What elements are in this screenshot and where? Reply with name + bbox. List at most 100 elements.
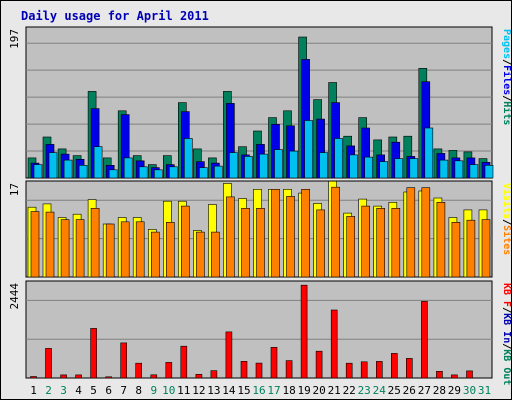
bar-sites-day-22 (346, 216, 356, 278)
bar-kb-f-day-6 (105, 376, 112, 379)
bar-kb-f-day-4 (75, 374, 82, 379)
x-tick-label-day-28: 28 (433, 384, 446, 397)
bar-sites-day-3 (60, 219, 70, 278)
bar-kb-f-day-29 (451, 374, 458, 379)
panel-bottom-max-label: 2444 (8, 283, 21, 310)
x-tick-label-day-22: 22 (343, 384, 356, 397)
bar-kb-f-day-27 (421, 301, 428, 379)
bar-pages-day-31 (484, 165, 494, 179)
bar-kb-f-day-18 (285, 360, 293, 379)
bar-kb-f-day-22 (345, 362, 353, 379)
bar-kb-f-day-13 (210, 370, 218, 379)
x-tick-label-day-12: 12 (192, 384, 205, 397)
bar-pages-day-21 (334, 138, 343, 179)
x-tick-label-day-4: 4 (75, 384, 82, 397)
x-tick-label-day-21: 21 (328, 384, 341, 397)
x-tick-label-day-24: 24 (373, 384, 387, 397)
x-tick-label-day-26: 26 (403, 384, 416, 397)
bar-kb-f-day-25 (390, 353, 398, 379)
bar-sites-day-23 (361, 205, 371, 278)
legend-entry: Pages (501, 29, 512, 59)
bar-kb-f-day-16 (255, 362, 263, 379)
bar-pages-day-12 (199, 167, 208, 179)
bar-pages-day-1 (33, 164, 43, 179)
bar-kb-f-day-23 (360, 361, 368, 379)
bar-sites-day-21 (331, 186, 340, 278)
x-tick-label-day-17: 17 (267, 384, 280, 397)
bar-sites-day-31 (481, 219, 491, 278)
bar-pages-day-20 (319, 152, 328, 179)
bar-kb-f-day-9 (150, 374, 158, 379)
bar-sites-day-19 (301, 189, 310, 278)
legend-entry: Sites (501, 225, 512, 255)
bar-sites-day-4 (75, 219, 85, 278)
bar-sites-day-18 (286, 196, 295, 278)
bar-pages-day-24 (379, 161, 389, 179)
bar-kb-f-day-2 (45, 348, 52, 379)
legend-entry: / (501, 343, 512, 349)
x-tick-label-day-3: 3 (60, 384, 67, 397)
bar-pages-day-29 (454, 160, 464, 179)
bar-sites-day-10 (166, 222, 175, 278)
bar-kb-f-day-5 (90, 328, 97, 379)
x-tick-label-day-23: 23 (358, 384, 371, 397)
x-tick-label-day-6: 6 (105, 384, 112, 397)
bar-pages-day-3 (63, 159, 73, 179)
x-tick-label-day-15: 15 (237, 384, 250, 397)
bar-kb-f-day-17 (270, 346, 278, 379)
legend-entry: Visits (501, 183, 512, 219)
bar-kb-f-day-15 (240, 360, 248, 379)
panel-top-legend: Pages/Files/Hits (501, 29, 512, 125)
bar-kb-f-day-7 (120, 342, 127, 379)
bar-sites-day-28 (436, 202, 446, 278)
x-tick-label-day-31: 31 (478, 384, 491, 397)
bar-kb-f-day-20 (315, 350, 323, 379)
x-tick-label-day-10: 10 (162, 384, 175, 397)
bar-sites-day-16 (256, 208, 265, 278)
bar-kb-f-day-26 (405, 358, 413, 379)
legend-entry: Files (501, 65, 512, 95)
x-tick-label-day-30: 30 (463, 384, 476, 397)
bar-sites-day-27 (421, 187, 431, 278)
bar-pages-day-30 (469, 164, 479, 179)
bar-pages-day-25 (394, 158, 404, 179)
bar-sites-day-25 (391, 208, 401, 278)
panel-bottom-legend: KB F/KB In/KB Out (501, 283, 512, 385)
bar-pages-day-17 (274, 149, 283, 179)
bar-kb-f-day-8 (135, 362, 142, 379)
panel-middle-legend: Visits/Sites (501, 183, 512, 255)
bar-pages-day-7 (123, 157, 133, 179)
x-tick-label-day-16: 16 (252, 384, 265, 397)
bar-sites-day-13 (211, 231, 220, 278)
x-tick-label-day-13: 13 (207, 384, 220, 397)
bar-pages-day-11 (184, 138, 193, 179)
bar-sites-day-6 (105, 223, 115, 278)
bar-pages-day-5 (93, 146, 103, 179)
bar-sites-day-2 (45, 211, 55, 278)
bar-sites-day-11 (181, 205, 190, 278)
bar-pages-day-13 (214, 165, 223, 179)
bar-kb-f-day-3 (60, 374, 67, 379)
bar-pages-day-19 (304, 120, 313, 179)
bar-sites-day-8 (135, 221, 145, 278)
bar-kb-f-day-14 (225, 331, 233, 379)
x-tick-label-day-14: 14 (222, 384, 236, 397)
bar-pages-day-6 (108, 169, 118, 179)
bar-sites-day-30 (466, 219, 476, 278)
bar-sites-day-29 (451, 222, 461, 278)
bar-pages-day-14 (229, 152, 238, 179)
x-tick-label-day-8: 8 (135, 384, 142, 397)
bar-kb-f-day-12 (195, 373, 203, 379)
bar-pages-day-22 (349, 154, 359, 179)
legend-entry: KB In (501, 313, 512, 343)
bar-kb-f-day-11 (180, 345, 188, 379)
bar-sites-day-7 (120, 221, 130, 278)
bar-pages-day-9 (154, 169, 163, 179)
bar-sites-day-20 (316, 209, 325, 278)
bar-pages-day-26 (409, 158, 419, 179)
bar-sites-day-5 (90, 208, 100, 278)
bar-pages-day-16 (259, 153, 268, 179)
bar-pages-day-15 (244, 156, 253, 179)
bar-kb-f-day-19 (300, 284, 308, 379)
